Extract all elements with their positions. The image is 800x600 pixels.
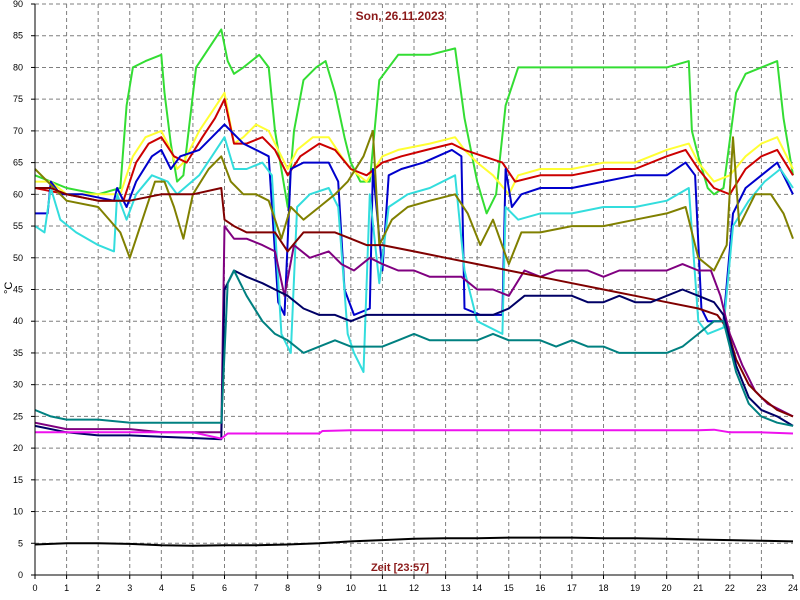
y-tick-label: 60 <box>13 189 23 199</box>
x-tick-label: 20 <box>662 583 672 593</box>
series-line-12 <box>34 536 794 547</box>
y-tick-label: 50 <box>13 253 23 263</box>
x-axis-label: Zeit [23:57] <box>370 562 430 574</box>
x-tick-label: 1 <box>64 583 69 593</box>
series-line-1 <box>34 28 794 215</box>
x-tick-label: 17 <box>567 583 577 593</box>
series-line-4 <box>35 123 794 323</box>
y-tick-label: 55 <box>13 221 23 231</box>
y-tick-label: 15 <box>13 475 23 485</box>
series-line-11 <box>35 428 794 440</box>
x-tick-label: 12 <box>409 583 419 593</box>
series-line-3 <box>34 98 794 202</box>
x-tick-label: 0 <box>32 583 37 593</box>
series-line-10 <box>34 269 794 427</box>
series-line-8 <box>35 187 794 418</box>
x-tick-label: 10 <box>346 583 356 593</box>
x-tick-label: 24 <box>788 583 798 593</box>
y-tick-label: 10 <box>13 507 23 517</box>
x-tick-label: 15 <box>504 583 514 593</box>
series-lines <box>34 28 794 547</box>
x-tick-label: 21 <box>693 583 703 593</box>
x-tick-label: 18 <box>598 583 608 593</box>
y-tick-label: 35 <box>13 348 23 358</box>
y-tick-label: 20 <box>13 443 23 453</box>
y-tick-label: 65 <box>13 158 23 168</box>
x-tick-label: 23 <box>756 583 766 593</box>
chart-title: Son, 26.11.2023 <box>355 9 445 23</box>
y-tick-label: 45 <box>13 285 23 295</box>
x-tick-label: 7 <box>254 583 259 593</box>
y-tick-label: 5 <box>18 538 23 548</box>
x-tick-label: 13 <box>441 583 451 593</box>
series-line-7 <box>34 225 794 434</box>
y-axis-label: °C <box>3 281 15 294</box>
y-tick-label: 40 <box>13 316 23 326</box>
grid <box>35 3 793 575</box>
y-tick-label: 70 <box>13 126 23 136</box>
x-tick-label: 6 <box>222 583 227 593</box>
x-tick-label: 9 <box>317 583 322 593</box>
series-line-5 <box>34 136 794 373</box>
x-tick-label: 16 <box>535 583 545 593</box>
x-tick-label: 14 <box>472 583 482 593</box>
x-tick-label: 2 <box>96 583 101 593</box>
axis-ticks: 0 1 2 3 4 5 6 7 8 9 10 11 12 13 14 15 16 17 18 19 20 21 22 23 24… <box>13 0 798 593</box>
x-tick-label: 8 <box>285 583 290 593</box>
y-tick-label: 25 <box>13 411 23 421</box>
y-tick-label: 0 <box>18 570 23 580</box>
x-tick-label: 11 <box>378 583 387 593</box>
y-tick-label: 80 <box>13 62 23 72</box>
series-line-6 <box>34 129 794 272</box>
axes <box>34 4 793 576</box>
y-tick-label: 30 <box>13 380 23 390</box>
y-tick-label: 75 <box>13 94 23 104</box>
y-tick-label: 90 <box>13 0 23 9</box>
x-tick-label: 19 <box>630 583 640 593</box>
y-tick-label: 85 <box>13 31 23 41</box>
x-tick-label: 5 <box>190 583 195 593</box>
x-tick-label: 22 <box>725 583 735 593</box>
x-tick-label: 4 <box>159 583 164 593</box>
x-tick-label: 3 <box>127 583 132 593</box>
